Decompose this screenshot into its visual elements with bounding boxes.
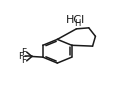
Text: F: F	[21, 56, 26, 65]
Text: F: F	[18, 52, 23, 61]
Text: H: H	[74, 19, 80, 28]
Text: F: F	[21, 48, 26, 57]
Text: HCl: HCl	[66, 15, 85, 25]
